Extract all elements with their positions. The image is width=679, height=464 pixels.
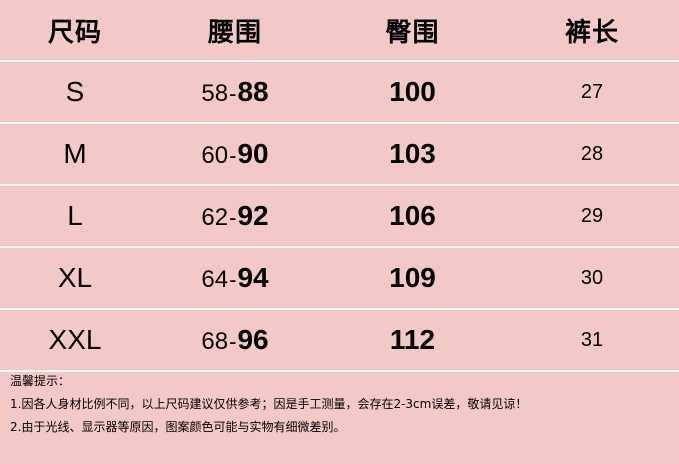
cell-size: XXL xyxy=(0,309,150,372)
cell-length: 31 xyxy=(505,309,679,372)
cell-waist: 64-94 xyxy=(150,247,320,310)
cell-length: 30 xyxy=(505,247,679,310)
column-header-length: 裤长 xyxy=(505,0,679,62)
column-header-waist: 腰围 xyxy=(150,0,320,62)
notes-title: 温馨提示： xyxy=(10,374,71,388)
table-row: M 60-90 103 28 xyxy=(0,123,679,186)
cell-hip: 109 xyxy=(320,247,505,310)
cell-size: S xyxy=(0,61,150,124)
notes-block: 温馨提示： 1.因各人身材比例不同，以上尺码建议仅供参考；因是手工测量，会存在2… xyxy=(10,370,673,438)
table-row: L 62-92 106 29 xyxy=(0,185,679,248)
cell-waist: 68-96 xyxy=(150,309,320,372)
cell-length: 29 xyxy=(505,185,679,248)
notes-line-1: 1.因各人身材比例不同，以上尺码建议仅供参考；因是手工测量，会存在2-3cm误差… xyxy=(10,396,528,411)
notes-line-2: 2.由于光线、显示器等原因，图案颜色可能与实物有细微差别。 xyxy=(10,419,346,434)
cell-length: 27 xyxy=(505,61,679,124)
cell-size: XL xyxy=(0,247,150,310)
table-row: XL 64-94 109 30 xyxy=(0,247,679,310)
table-header-row: 尺码 腰围 臀围 裤长 xyxy=(0,0,679,62)
column-header-hip: 臀围 xyxy=(320,0,505,62)
cell-size: M xyxy=(0,123,150,186)
cell-hip: 106 xyxy=(320,185,505,248)
cell-hip: 100 xyxy=(320,61,505,124)
cell-hip: 103 xyxy=(320,123,505,186)
cell-size: L xyxy=(0,185,150,248)
cell-waist: 62-92 xyxy=(150,185,320,248)
column-header-size: 尺码 xyxy=(0,0,150,62)
table-row: XXL 68-96 112 31 xyxy=(0,309,679,372)
cell-length: 28 xyxy=(505,123,679,186)
table-row: S 58-88 100 27 xyxy=(0,61,679,124)
cell-hip: 112 xyxy=(320,309,505,372)
cell-waist: 60-90 xyxy=(150,123,320,186)
size-table: 尺码 腰围 臀围 裤长 S 58-88 100 27 M 60-90 103 2… xyxy=(0,0,679,372)
cell-waist: 58-88 xyxy=(150,61,320,124)
